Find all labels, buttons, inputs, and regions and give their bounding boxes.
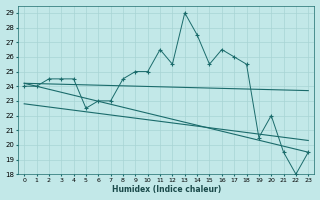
X-axis label: Humidex (Indice chaleur): Humidex (Indice chaleur)	[112, 185, 221, 194]
